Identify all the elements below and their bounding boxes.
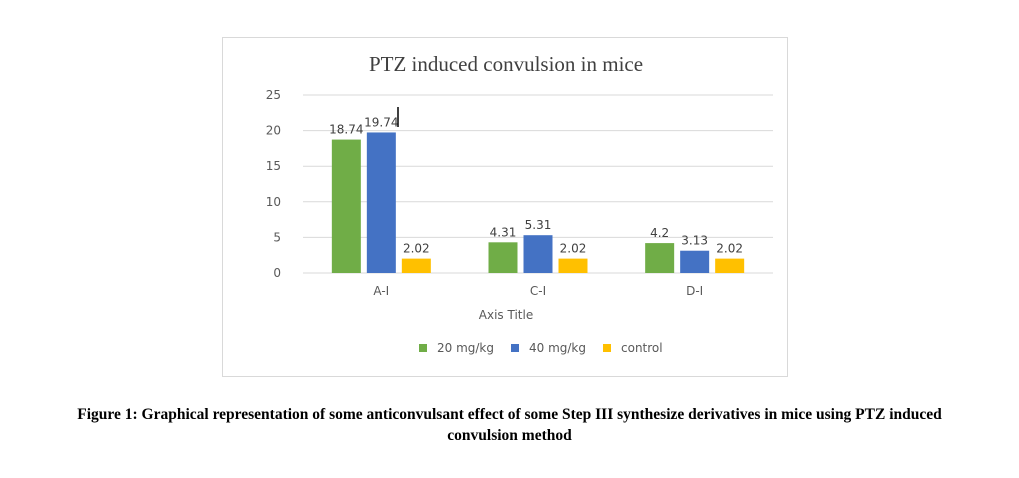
bar-A-I-2 (401, 258, 431, 273)
bar-D-I-1 (680, 250, 710, 273)
data-label-C-I-0: 4.31 (490, 225, 517, 239)
x-axis-title: Axis Title (479, 308, 533, 322)
bar-A-I-0 (331, 139, 361, 273)
bars (331, 132, 745, 273)
x-tick-label-2: D-I (686, 284, 703, 298)
figure-caption: Figure 1: Graphical representation of so… (0, 404, 1019, 446)
legend-label-2: control (621, 341, 663, 355)
bar-D-I-2 (715, 258, 745, 273)
y-tick-label-3: 15 (266, 159, 281, 173)
y-axis-ticks: 0 5 10 15 20 25 (266, 88, 281, 280)
data-label-A-I-0: 18.74 (329, 123, 363, 137)
legend-swatch-1 (511, 344, 519, 352)
bar-chart: PTZ induced convulsion in mice 0 5 10 15 20 2… (266, 52, 773, 355)
y-tick-label-4: 20 (266, 124, 281, 138)
legend-label-1: 40 mg/kg (529, 341, 586, 355)
bar-C-I-2 (558, 258, 588, 273)
bar-A-I-1 (366, 132, 396, 273)
legend-label-0: 20 mg/kg (437, 341, 494, 355)
legend-swatch-2 (603, 344, 611, 352)
y-tick-label-5: 25 (266, 88, 281, 102)
data-label-C-I-2: 2.02 (560, 242, 587, 256)
data-label-D-I-2: 2.02 (716, 242, 743, 256)
x-axis-ticks: A-I C-I D-I (373, 284, 703, 298)
chart-title: PTZ induced convulsion in mice (369, 52, 643, 76)
legend-swatch-0 (419, 344, 427, 352)
y-tick-label-1: 5 (273, 230, 281, 244)
bar-C-I-1 (523, 235, 553, 273)
y-tick-label-2: 10 (266, 195, 281, 209)
data-label-D-I-0: 4.2 (650, 226, 669, 240)
x-tick-label-1: C-I (530, 284, 546, 298)
data-label-C-I-1: 5.31 (525, 218, 552, 232)
data-label-A-I-1: 19.74 (364, 115, 398, 129)
legend: 20 mg/kg 40 mg/kg control (419, 341, 663, 355)
y-tick-label-0: 0 (273, 266, 281, 280)
bar-D-I-0 (645, 243, 675, 273)
bar-C-I-0 (488, 242, 518, 273)
chart-frame: PTZ induced convulsion in mice 0 5 10 15 20 2… (222, 37, 788, 377)
caption-line-2: convulsion method (447, 427, 572, 444)
data-label-A-I-2: 2.02 (403, 242, 430, 256)
caption-line-1: Figure 1: Graphical representation of so… (77, 406, 942, 423)
x-tick-label-0: A-I (373, 284, 389, 298)
data-label-D-I-1: 3.13 (681, 234, 708, 248)
